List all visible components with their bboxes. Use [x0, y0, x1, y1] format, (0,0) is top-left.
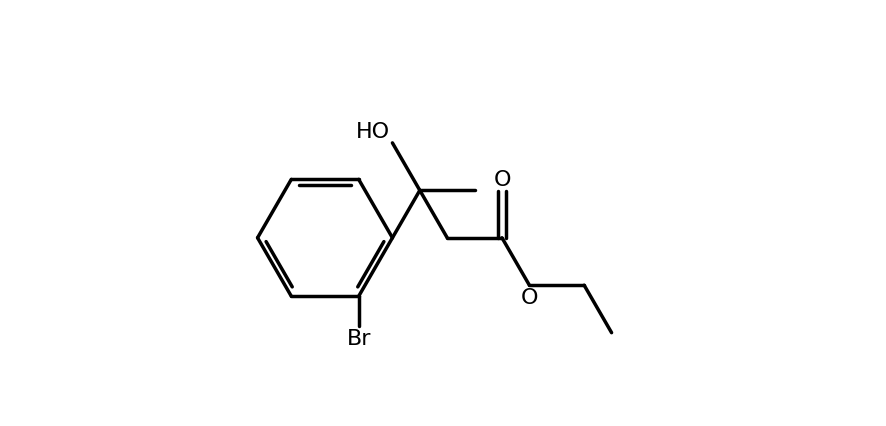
Text: O: O	[494, 170, 510, 190]
Text: O: O	[521, 288, 538, 308]
Text: HO: HO	[356, 121, 391, 141]
Text: Br: Br	[346, 328, 371, 348]
